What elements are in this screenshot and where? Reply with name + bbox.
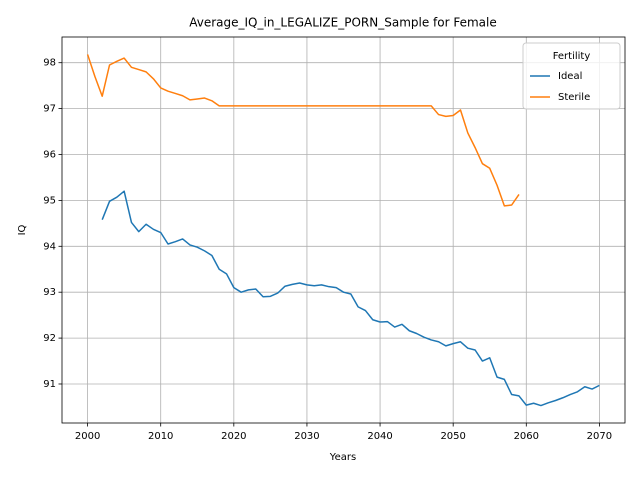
legend-box (522, 42, 621, 110)
x-tick-label: 2020 (221, 431, 246, 442)
legend-title: Fertility (553, 51, 591, 62)
y-tick-label: 98 (43, 58, 56, 69)
y-axis-label: IQ (17, 224, 28, 235)
x-tick-label: 2010 (148, 431, 173, 442)
x-tick-label: 2000 (75, 431, 100, 442)
y-tick-label: 93 (43, 287, 56, 298)
y-tick-label: 96 (43, 149, 56, 160)
y-tick-label: 94 (43, 241, 56, 252)
x-tick-label: 2050 (440, 431, 465, 442)
line-series (86, 54, 520, 207)
legend: Fertility Ideal Sterile (522, 42, 621, 110)
x-tick-label: 2070 (587, 431, 612, 442)
x-tick-label: 2060 (514, 431, 539, 442)
y-tick-label: 95 (43, 195, 56, 206)
plot-frame (61, 36, 626, 424)
y-tick-label: 97 (43, 104, 56, 115)
y-tick-label: 92 (43, 333, 56, 344)
legend-label: Ideal (558, 71, 582, 82)
legend-label: Sterile (558, 92, 590, 103)
x-tick-label: 2030 (294, 431, 319, 442)
line-series (101, 190, 600, 407)
y-tick-label: 91 (43, 379, 56, 390)
chart-title: Average_IQ_in_LEGALIZE_PORN_Sample for F… (189, 16, 497, 30)
x-axis-label: Years (329, 452, 356, 463)
x-tick-label: 2040 (367, 431, 392, 442)
